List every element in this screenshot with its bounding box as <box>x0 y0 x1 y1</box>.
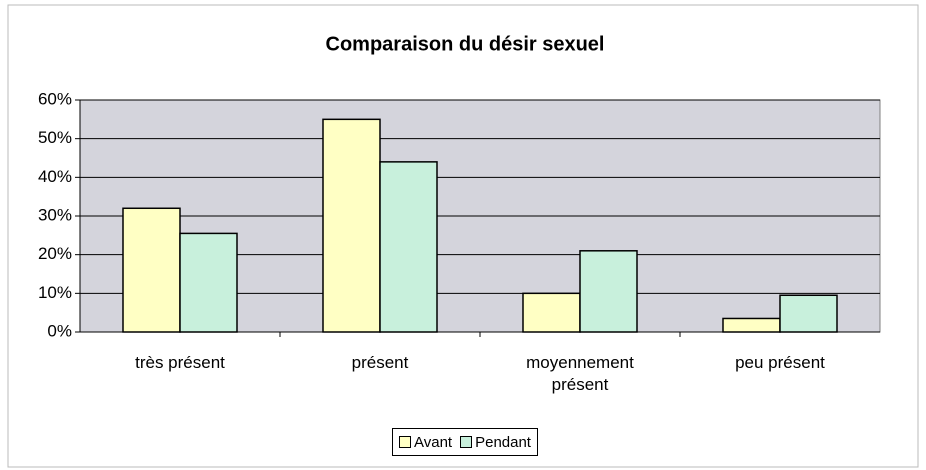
bar <box>579 250 638 333</box>
y-tick-label: 60% <box>38 89 72 108</box>
x-tick-label: très présent <box>135 353 225 372</box>
bar <box>122 207 181 333</box>
x-tick-label: peu présent <box>735 353 825 372</box>
y-tick-label: 50% <box>38 128 72 147</box>
legend-item: Avant <box>399 434 452 451</box>
chart-title: Comparaison du désir sexuel <box>326 33 605 55</box>
legend-swatch <box>399 436 411 448</box>
bar <box>379 161 438 333</box>
bar <box>179 232 238 333</box>
legend-swatch <box>460 436 473 448</box>
y-tick-label: 10% <box>38 283 72 302</box>
y-tick-label: 30% <box>38 205 72 224</box>
y-tick-label: 0% <box>47 321 72 340</box>
legend-label: Avant <box>414 433 453 451</box>
y-tick-label: 40% <box>38 167 72 186</box>
bar <box>722 317 781 333</box>
x-tick-label: moyennement présent <box>526 353 634 394</box>
legend-item: Pendant <box>460 434 531 451</box>
bar <box>522 292 581 333</box>
y-tick-label: 20% <box>38 244 72 263</box>
bar <box>322 118 381 333</box>
x-tick-label: présent <box>351 353 409 372</box>
legend: Avant Pendant <box>392 428 538 456</box>
bar <box>779 294 838 333</box>
legend-label: Pendant <box>475 433 531 451</box>
